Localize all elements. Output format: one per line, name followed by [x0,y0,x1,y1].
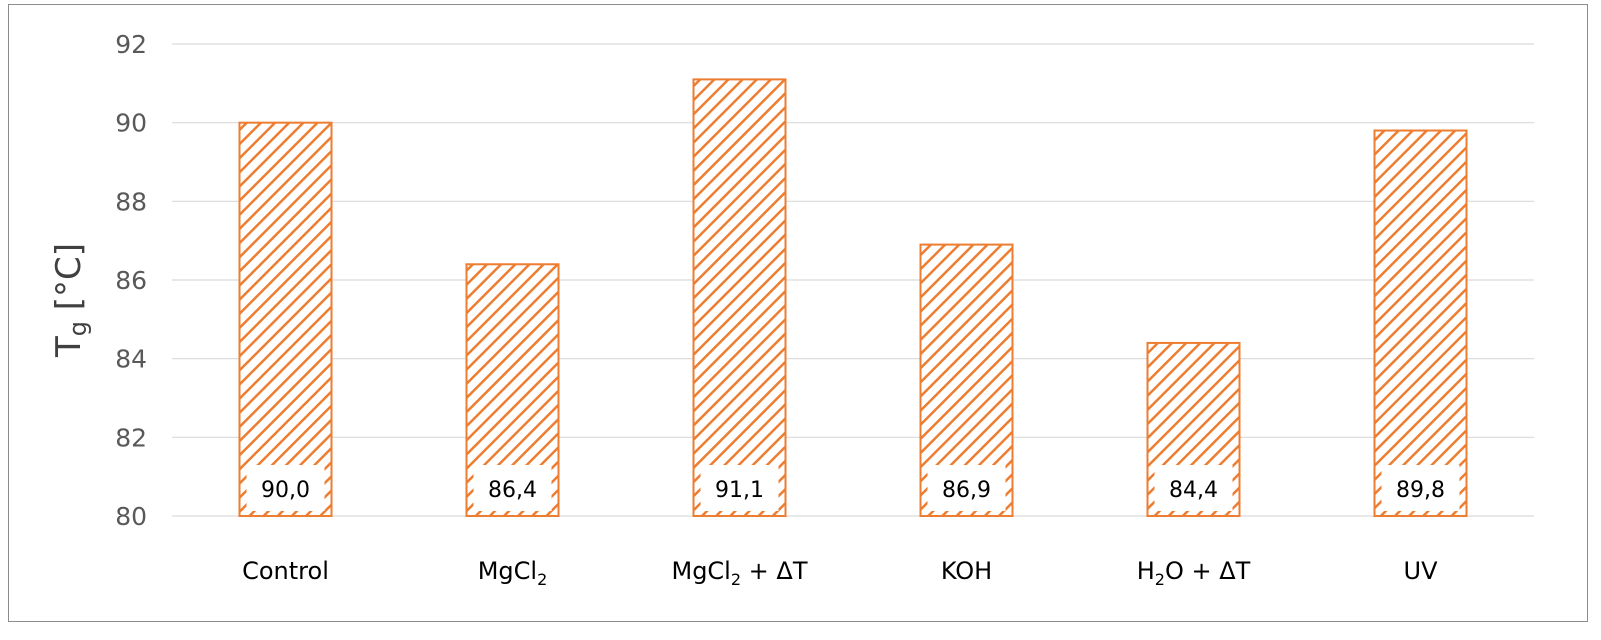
x-axis: Control MgCl2 MgCl2 + ΔT KOH H2O + ΔT UV [242,557,1438,589]
data-label-background [927,465,1006,511]
y-tick-label: 88 [115,187,147,216]
data-label: 89,8 [1396,478,1445,503]
data-label-background [246,465,325,511]
x-tick-label: MgCl2 + ΔT [671,557,807,589]
y-tick-label: 86 [115,266,147,295]
bar [238,121,333,518]
x-tick-label: KOH [941,557,992,585]
data-label-background [1154,465,1233,511]
y-axis: 80 82 84 86 88 90 92 [115,30,147,531]
data-label: 84,4 [1169,478,1218,503]
y-tick-label: 92 [115,30,147,59]
bars: 90,0 86,4 91,1 86,9 84,4 89,8 [238,78,1468,518]
y-axis-label: Tg [°C] [49,243,92,358]
y-tick-label: 90 [115,109,147,138]
gridlines [172,43,1534,517]
x-tick-label: Control [242,557,329,585]
data-label: 86,9 [942,478,991,503]
bar [1373,129,1468,518]
data-label-background [1381,465,1460,511]
data-label-background [700,465,779,511]
y-tick-label: 80 [115,502,147,531]
x-tick-label: H2O + ΔT [1137,557,1251,589]
bar [692,78,787,518]
data-label-background [473,465,552,511]
y-tick-label: 82 [115,423,147,452]
data-label: 86,4 [488,478,537,503]
x-tick-label: UV [1404,557,1439,585]
y-tick-label: 84 [115,345,147,374]
data-label: 90,0 [261,478,310,503]
x-tick-label: MgCl2 [478,557,548,589]
data-label: 91,1 [715,478,764,503]
